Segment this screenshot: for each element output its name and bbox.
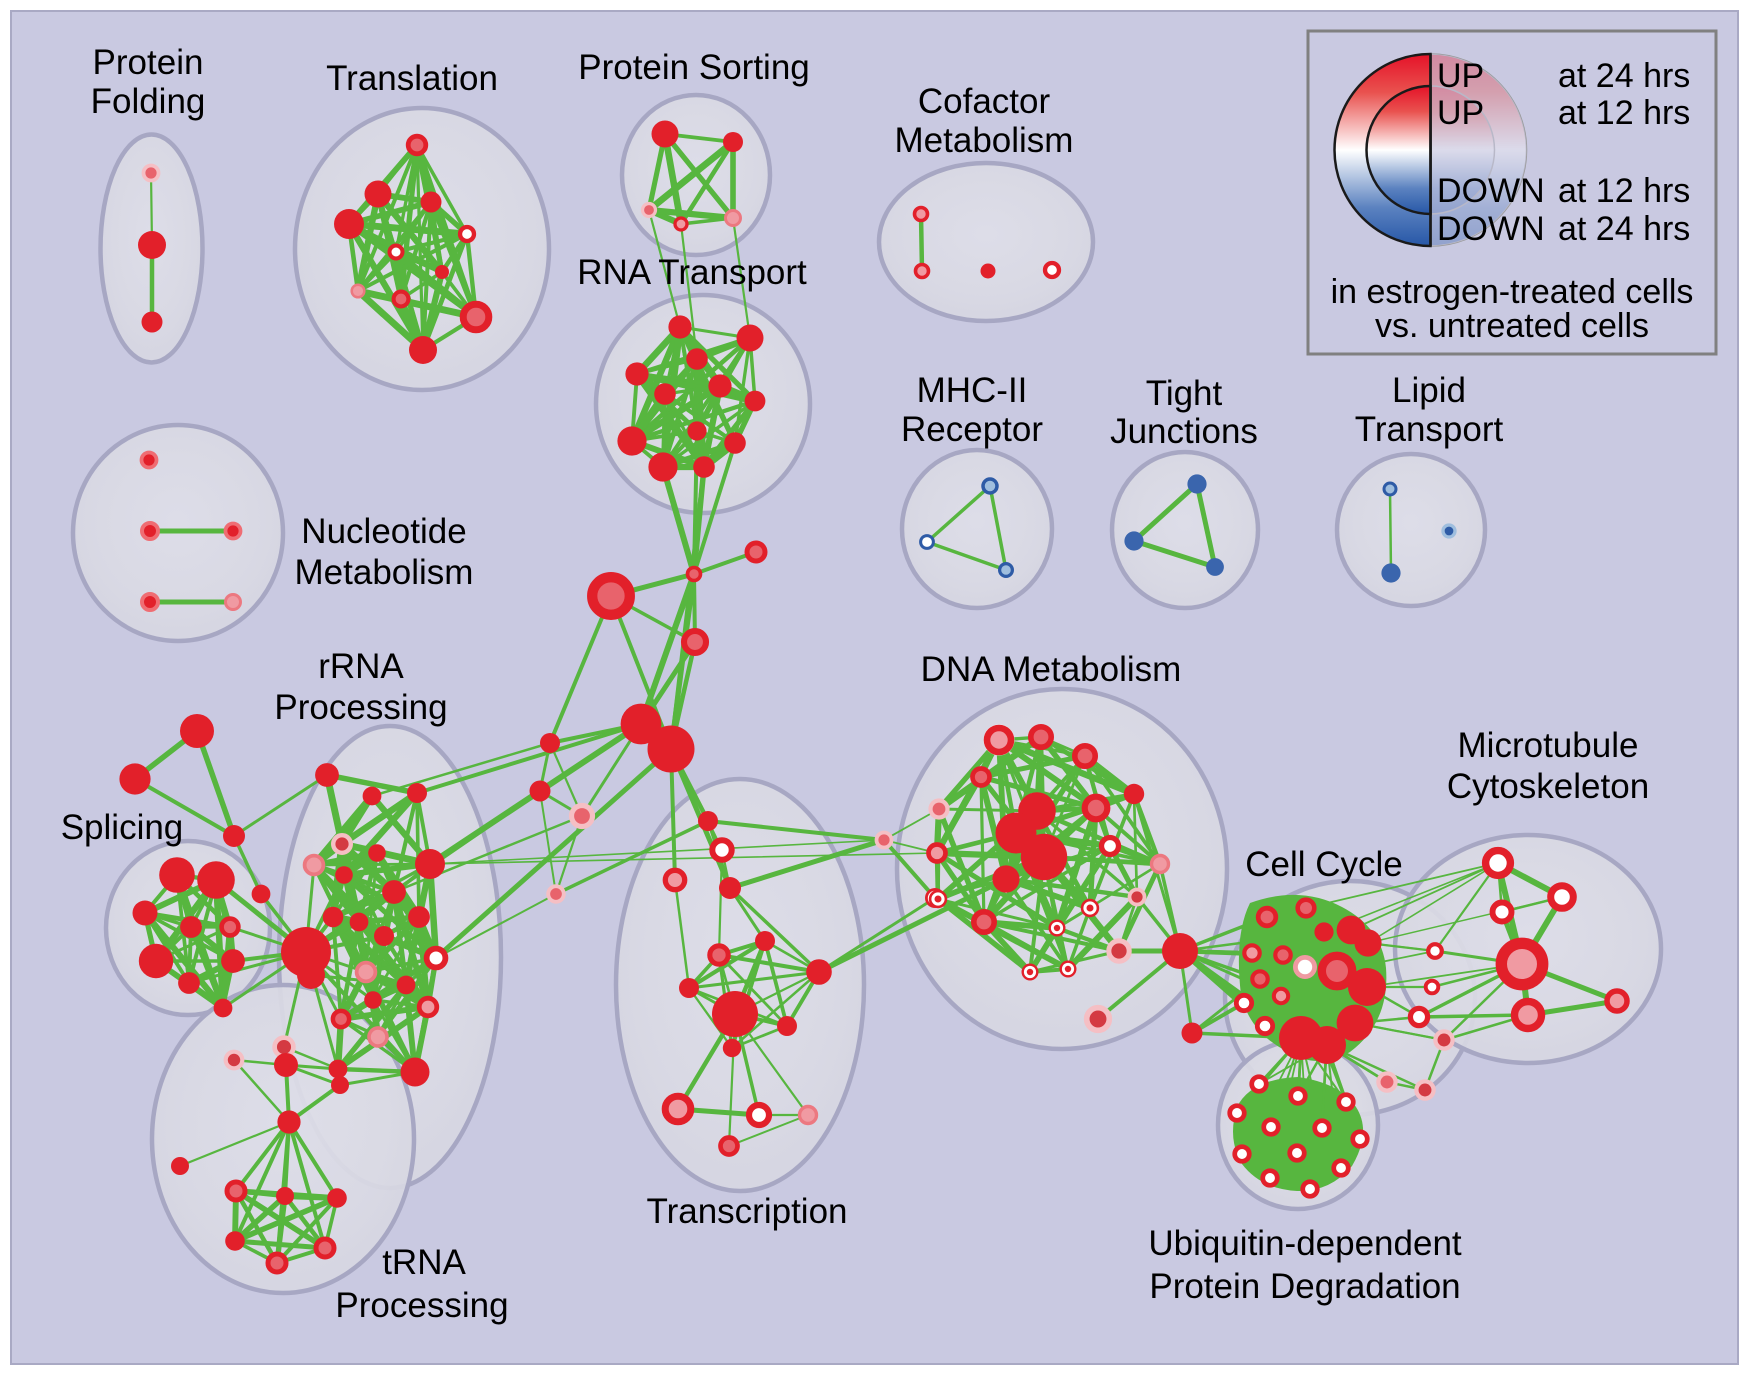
svg-text:Splicing: Splicing (61, 808, 184, 847)
svg-text:in estrogen-treated cells: in estrogen-treated cells (1331, 273, 1694, 311)
svg-text:at 12 hrs: at 12 hrs (1558, 94, 1690, 132)
svg-text:Cell Cycle: Cell Cycle (1245, 845, 1403, 884)
svg-text:Processing: Processing (274, 688, 447, 727)
svg-text:Receptor: Receptor (901, 410, 1043, 449)
svg-text:Processing: Processing (335, 1286, 508, 1325)
svg-text:at 24 hrs: at 24 hrs (1558, 210, 1690, 248)
svg-text:Cofactor: Cofactor (918, 82, 1051, 121)
svg-text:vs. untreated cells: vs. untreated cells (1375, 307, 1649, 345)
svg-text:DOWN: DOWN (1437, 210, 1545, 248)
svg-text:Cytoskeleton: Cytoskeleton (1447, 767, 1649, 806)
svg-text:Junctions: Junctions (1110, 412, 1258, 451)
svg-text:Transport: Transport (1355, 410, 1504, 449)
svg-text:Metabolism: Metabolism (295, 553, 474, 592)
svg-text:Protein Degradation: Protein Degradation (1149, 1267, 1460, 1306)
svg-text:Metabolism: Metabolism (895, 121, 1074, 160)
svg-text:Folding: Folding (91, 82, 206, 121)
svg-text:Lipid: Lipid (1392, 371, 1466, 410)
svg-text:MHC-II: MHC-II (917, 371, 1028, 410)
svg-text:Nucleotide: Nucleotide (301, 512, 466, 551)
svg-text:RNA Transport: RNA Transport (577, 253, 807, 292)
svg-text:UP: UP (1437, 94, 1484, 132)
svg-text:DNA Metabolism: DNA Metabolism (921, 650, 1182, 689)
svg-text:Ubiquitin-dependent: Ubiquitin-dependent (1148, 1224, 1462, 1263)
svg-text:DOWN: DOWN (1437, 172, 1545, 210)
svg-text:at 24 hrs: at 24 hrs (1558, 57, 1690, 95)
svg-text:tRNA: tRNA (382, 1243, 466, 1282)
svg-text:Translation: Translation (326, 59, 498, 98)
svg-text:Transcription: Transcription (647, 1192, 848, 1231)
svg-text:rRNA: rRNA (318, 647, 404, 686)
svg-text:Protein: Protein (93, 43, 204, 82)
svg-text:Microtubule: Microtubule (1458, 726, 1639, 765)
svg-text:UP: UP (1437, 57, 1484, 95)
svg-text:at 12 hrs: at 12 hrs (1558, 172, 1690, 210)
svg-text:Tight: Tight (1146, 374, 1223, 413)
svg-text:Protein Sorting: Protein Sorting (578, 48, 810, 87)
